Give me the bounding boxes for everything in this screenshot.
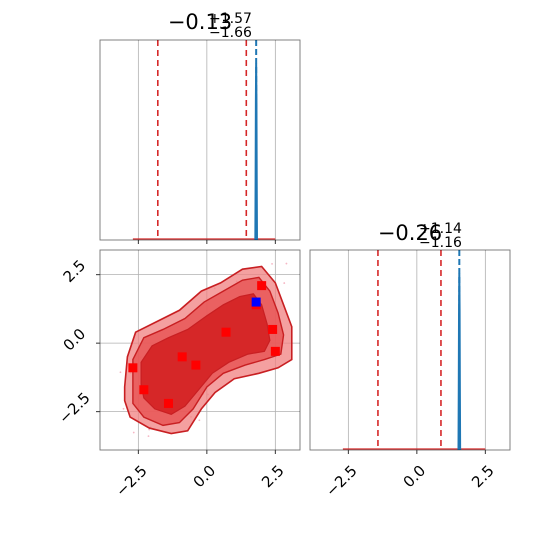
joint-xtick-label-1: 0.0 [190,462,220,492]
right-ticks: −2.5 0.0 2.5 [322,450,498,500]
sample-marker-0 [257,281,267,291]
sample-marker-8 [139,385,149,395]
joint-panel: −2.5 0.0 2.5 −2.5 0.0 2.5 [55,249,301,500]
joint-ytick-label-2: 2.5 [60,256,90,286]
joint-ytick-label-0: −2.5 [55,389,93,427]
joint-scatter-dot [271,262,273,265]
right-panel-frame [309,249,511,451]
right-gridlines [347,250,486,450]
marginal-panel-top: −0.13 +1.57 −1.66 [99,10,301,244]
joint-scatter-dot [148,428,151,431]
joint-scatter-dot [119,371,122,374]
top-title-median: −0.13 [168,10,232,34]
right-title-minus: −1.16 [419,235,462,251]
right-xtick-label-0: −2.5 [322,462,360,500]
joint-scatter-dot [198,419,201,422]
sample-marker-6 [191,360,201,370]
joint-points [128,281,280,408]
joint-scatter-dot [132,431,135,434]
right-panel-title: −0.26 [378,221,442,245]
top-panel-frame [99,39,301,241]
truth-point-marker [251,297,261,307]
truth-profile [457,273,462,451]
sample-marker-7 [128,363,138,373]
joint-contours [123,265,293,435]
joint-panel-frame [99,249,301,451]
sample-marker-4 [221,327,231,337]
top-title-plus: +1.57 [209,11,252,27]
marginal-panel-right: −2.5 0.0 2.5 −0.26 +1.14 −1.16 [309,221,511,500]
right-title-median: −0.26 [378,221,442,245]
sample-marker-5 [177,352,187,362]
sample-marker-9 [163,398,173,408]
joint-scatter-dot [285,262,288,265]
right-quantile-lines [342,250,486,451]
top-panel-title: −0.13 [168,10,232,34]
joint-xtick-label-0: −2.5 [112,462,150,500]
top-gridlines [137,40,276,240]
sample-marker-3 [270,346,280,356]
joint-scatter-dot [147,435,150,438]
top-quantile-lines [132,40,276,244]
joint-scatter-dot [283,282,286,284]
top-title-minus: −1.66 [209,25,252,41]
sample-marker-2 [268,324,278,334]
right-title-plus: +1.14 [419,221,462,237]
joint-xtick-label-2: 2.5 [258,462,288,492]
joint-scatter-dot [122,407,125,410]
right-xtick-label-2: 2.5 [468,462,498,492]
right-xtick-label-1: 0.0 [400,462,430,492]
truth-profile [254,63,258,241]
joint-ytick-label-1: 0.0 [60,325,90,355]
